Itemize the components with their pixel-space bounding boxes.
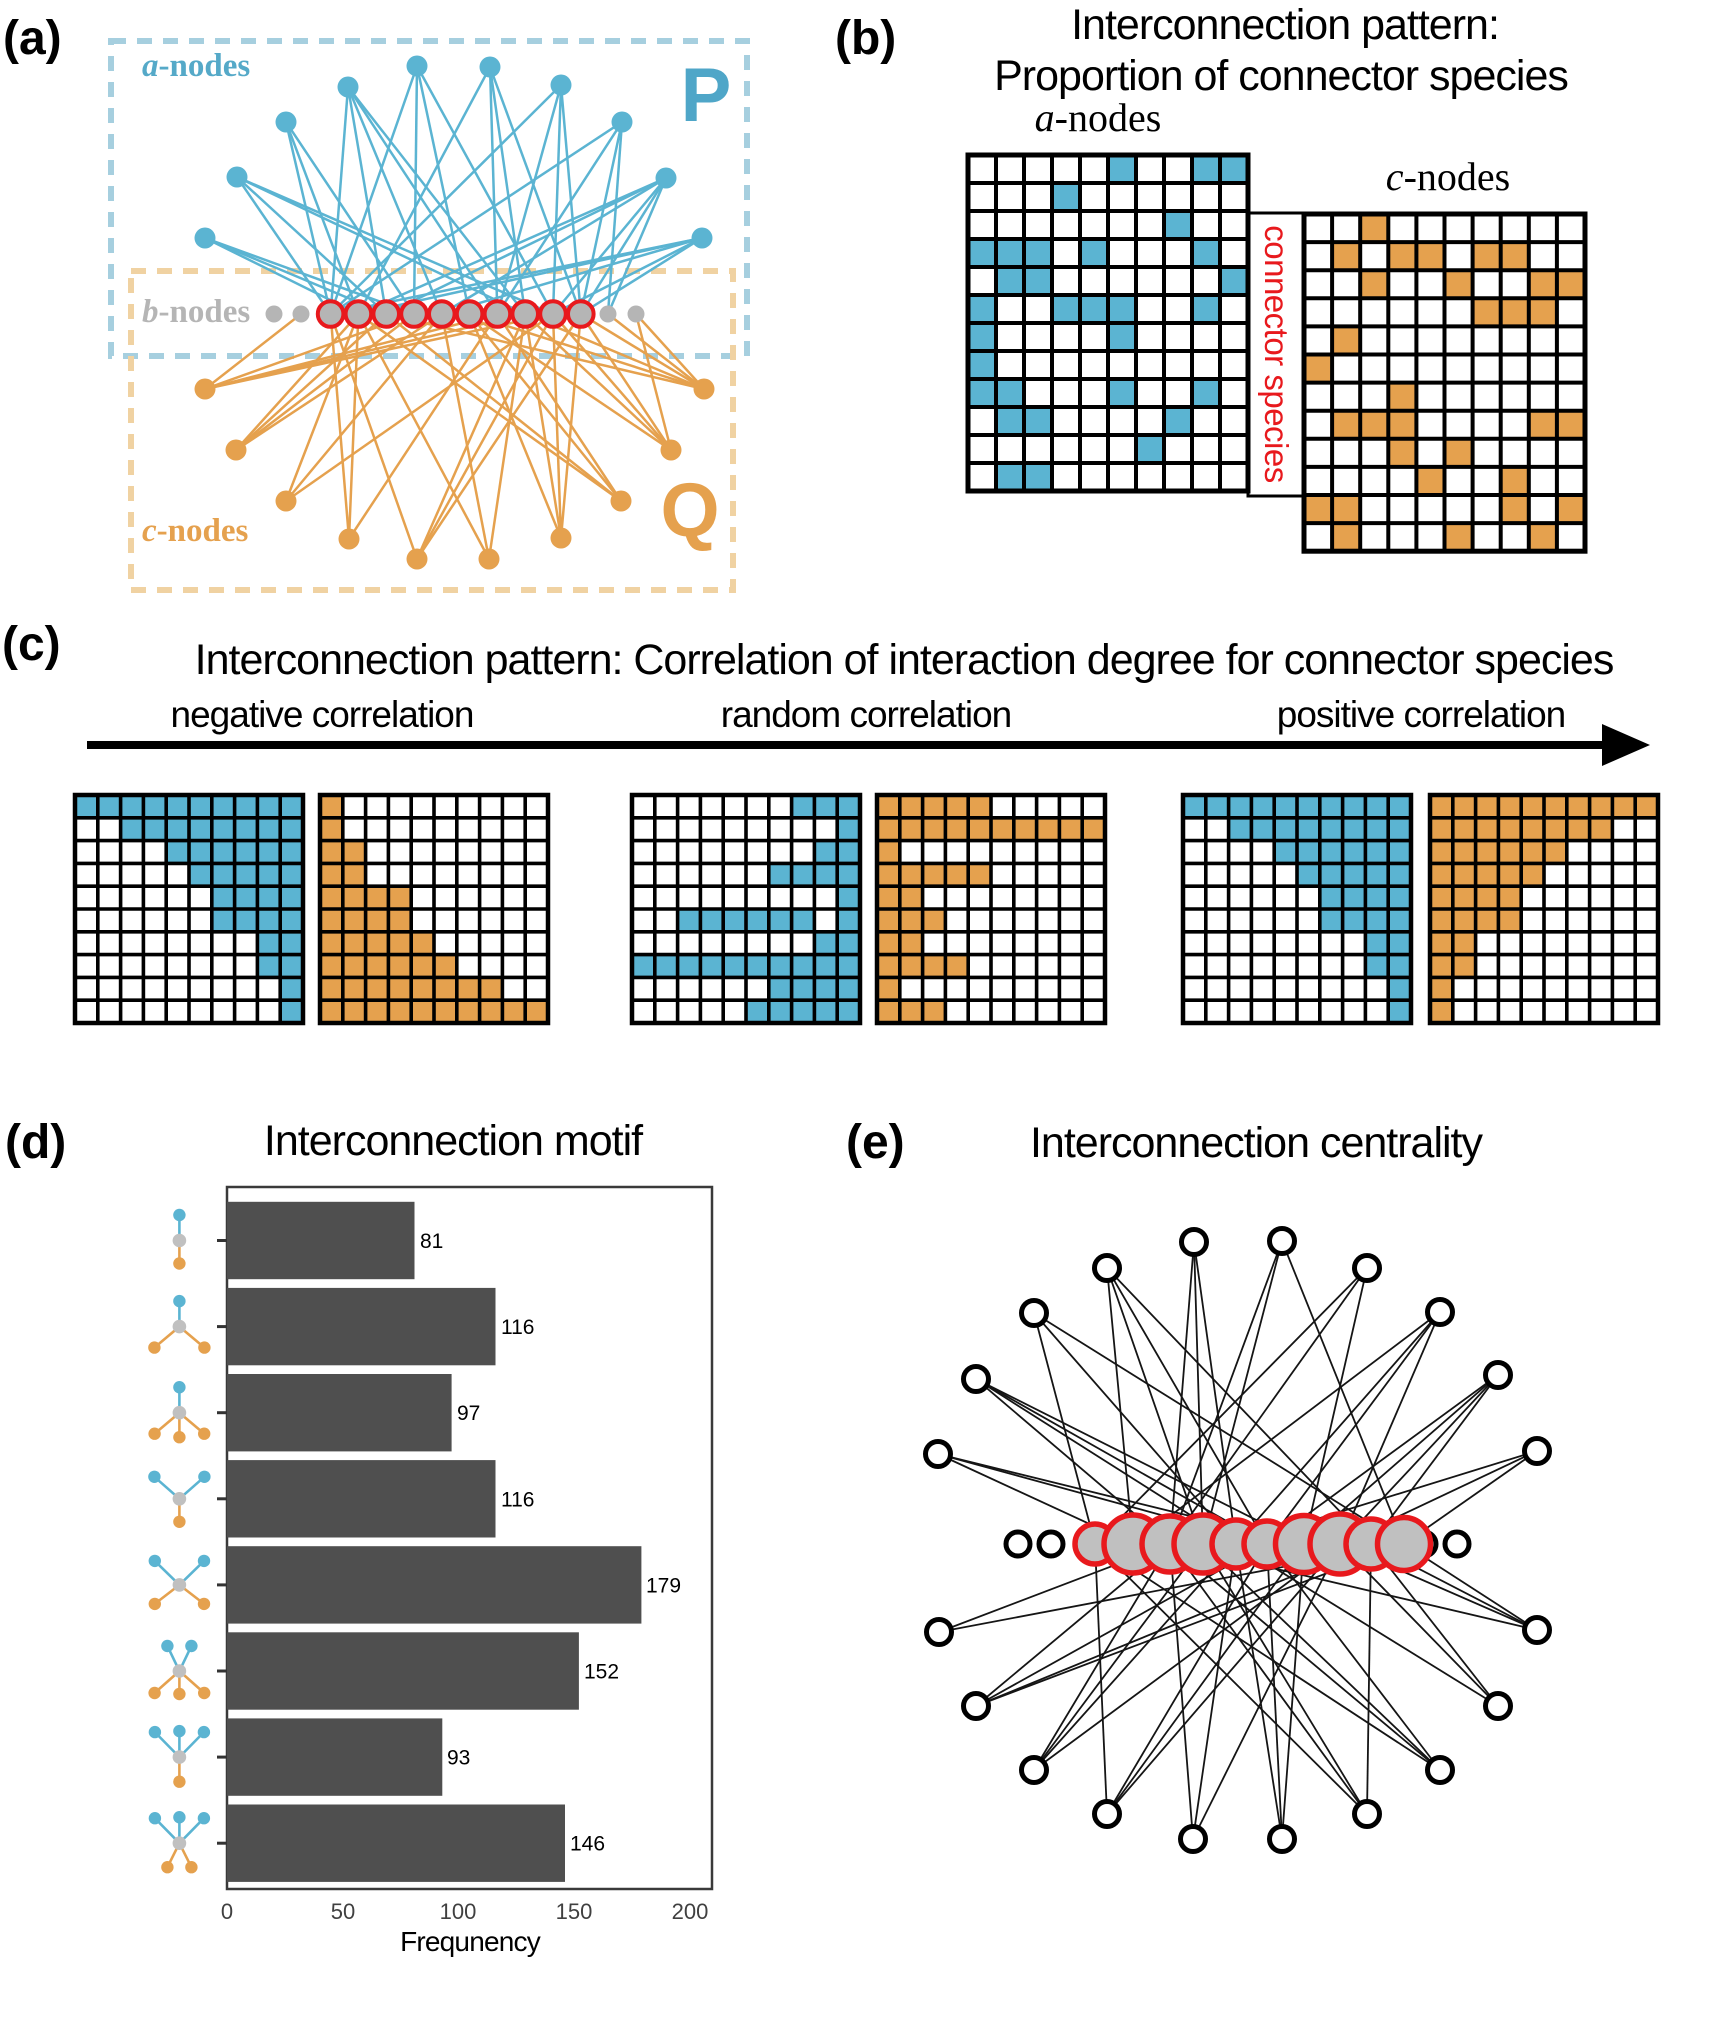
svg-text:93: 93: [447, 1747, 470, 1770]
svg-text:(d): (d): [5, 1116, 66, 1169]
svg-text:random correlation: random correlation: [721, 694, 1011, 735]
svg-text:116: 116: [501, 1488, 534, 1511]
svg-text:negative correlation: negative correlation: [171, 694, 474, 735]
svg-text:c-nodes: c-nodes: [142, 513, 248, 549]
svg-text:Proportion of connector specie: Proportion of connector species: [994, 52, 1568, 100]
svg-text:Interconnection pattern: Corre: Interconnection pattern: Correlation of …: [195, 636, 1614, 684]
svg-text:(c): (c): [2, 618, 61, 671]
svg-text:Q: Q: [660, 468, 719, 553]
svg-text:connector species: connector species: [1258, 225, 1295, 482]
svg-text:100: 100: [440, 1899, 477, 1924]
svg-text:b-nodes: b-nodes: [142, 294, 250, 330]
svg-text:(a): (a): [3, 12, 62, 65]
svg-text:179: 179: [646, 1574, 681, 1597]
svg-text:Frequnency: Frequnency: [400, 1926, 541, 1957]
svg-text:Interconnection motif: Interconnection motif: [264, 1117, 644, 1165]
svg-text:Interconnection pattern:: Interconnection pattern:: [1071, 1, 1499, 49]
svg-text:positive correlation: positive correlation: [1277, 694, 1565, 735]
svg-text:50: 50: [331, 1899, 355, 1924]
svg-text:c-nodes: c-nodes: [1386, 154, 1510, 199]
svg-text:150: 150: [556, 1899, 593, 1924]
svg-text:Interconnection centrality: Interconnection centrality: [1030, 1119, 1484, 1167]
svg-text:0: 0: [221, 1899, 233, 1924]
svg-text:(e): (e): [846, 1116, 905, 1169]
svg-text:116: 116: [501, 1316, 534, 1339]
svg-text:97: 97: [457, 1402, 480, 1425]
svg-text:146: 146: [570, 1833, 605, 1856]
svg-text:a-nodes: a-nodes: [142, 48, 250, 84]
svg-text:81: 81: [420, 1230, 443, 1253]
svg-text:200: 200: [672, 1899, 709, 1924]
svg-text:(b): (b): [835, 12, 896, 65]
svg-text:P: P: [681, 53, 732, 138]
svg-text:152: 152: [584, 1661, 619, 1684]
svg-text:a-nodes: a-nodes: [1035, 95, 1162, 140]
